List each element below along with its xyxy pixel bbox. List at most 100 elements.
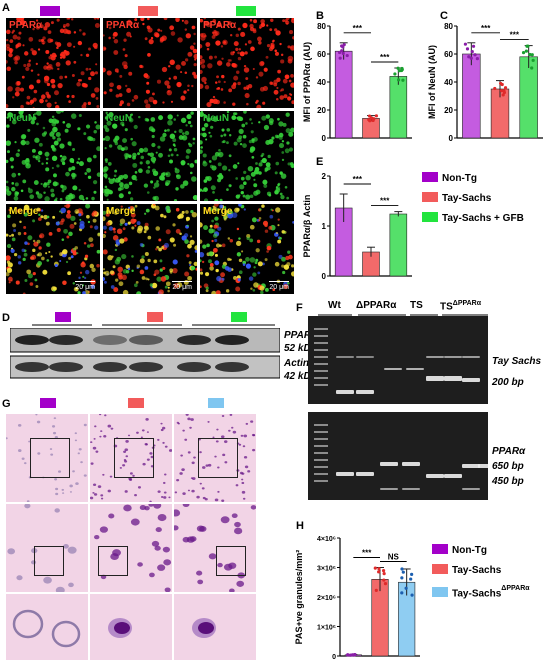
micrograph-dot [191,176,197,182]
micrograph-dot [243,181,247,186]
histology-cell [145,418,149,421]
micrograph-dot [154,205,160,211]
micrograph-dot [41,40,46,45]
micrograph-dot [276,97,279,101]
micrograph-dot [237,51,240,55]
micrograph-dot [71,160,75,164]
legend-1: Non-Tg Tay-Sachs Tay-Sachs + GFB [422,168,524,228]
data-point [338,50,342,55]
legend-swatch [422,191,438,202]
micrograph-dot [277,239,282,244]
micrograph-dot [264,223,268,227]
micrograph-dot [122,227,126,231]
data-point [367,118,371,122]
histology-cell [68,582,74,588]
micrograph-dot [191,84,194,88]
micrograph-dot [207,63,213,69]
micrograph-dot [91,267,96,272]
micrograph-dot [165,172,168,176]
micrograph-dot [185,124,188,127]
micrograph-dot [103,233,106,239]
micrograph-dot [37,73,40,76]
histology-cell [220,516,230,524]
ladder-band [314,349,328,351]
micrograph-dot [108,178,115,185]
histology-cells [192,618,216,638]
micrograph-dot [200,146,203,149]
micrograph-dot [71,166,76,171]
micrograph-dot [167,90,170,93]
micrograph-dot [105,111,108,114]
micrograph-dot [78,213,82,217]
micrograph-dot [165,281,171,287]
data-point [499,81,503,86]
micrograph-dot [6,150,11,154]
micrograph-dot [264,258,268,262]
ladder-band [314,431,328,433]
micrograph-dot [166,208,171,213]
micrograph-dot [194,249,197,253]
micrograph-dot [229,184,232,187]
micrograph-dot [234,207,240,213]
histology-cell [157,564,166,571]
gel-band [444,376,462,381]
micrograph-dot [264,287,269,292]
micrograph-dot [200,61,203,65]
micrograph-dot [65,199,68,201]
micrograph-dot [238,194,241,197]
micrograph-dot [32,272,36,276]
histology-cell [168,449,172,452]
micrograph-dot [119,100,124,105]
histology-cell [160,422,163,425]
histology-cell [137,562,143,567]
micrograph-dot [43,26,48,31]
micrograph-dot [163,215,167,219]
histology-nucleus [198,622,214,634]
micrograph-dot [142,22,145,26]
micrograph-dot [44,196,50,201]
micrograph-dot [77,291,81,294]
micrograph-dot [206,47,210,51]
histology-tile [6,414,88,502]
micrograph-dot [278,121,284,127]
micrograph-dot [40,182,43,186]
micrograph-dot [26,62,31,67]
micrograph-dot [67,204,71,207]
micrograph-dot [249,118,252,121]
micrograph-dot [25,66,30,72]
micrograph-dot [56,42,62,48]
micrograph-dot [22,179,27,184]
bar [334,50,353,139]
micrograph-dot [117,144,123,150]
micrograph-dot [205,176,210,181]
micrograph-dot [54,101,57,105]
micrograph-dot [66,235,70,239]
data-point [346,653,350,657]
micrograph-dot [62,28,69,34]
micrograph-dot [192,48,197,54]
micrograph-dot [288,79,292,83]
histology-cell [231,426,234,429]
micrograph-dot [192,194,197,201]
micrograph-dot [228,88,233,93]
histology-cell [28,440,31,443]
micrograph-dot [167,154,171,158]
micrograph-dot [116,70,119,74]
blot-band [49,362,83,372]
histology-cell [102,473,105,476]
micrograph-dot [248,139,253,144]
data-point [377,567,381,571]
group-underlines [32,324,275,326]
micrograph-dot [158,152,163,158]
micrograph-dot [271,40,275,43]
histology-cell [212,436,215,439]
micrograph-dot [181,61,186,66]
micrograph-dot [219,198,223,201]
micrograph-dot [37,48,41,51]
micrograph-dot [45,99,48,103]
micrograph-dot [129,116,132,119]
micrograph-dot [121,123,125,127]
micrograph-dot [131,99,135,102]
gel-band [356,472,374,476]
histology-cell [90,441,93,444]
